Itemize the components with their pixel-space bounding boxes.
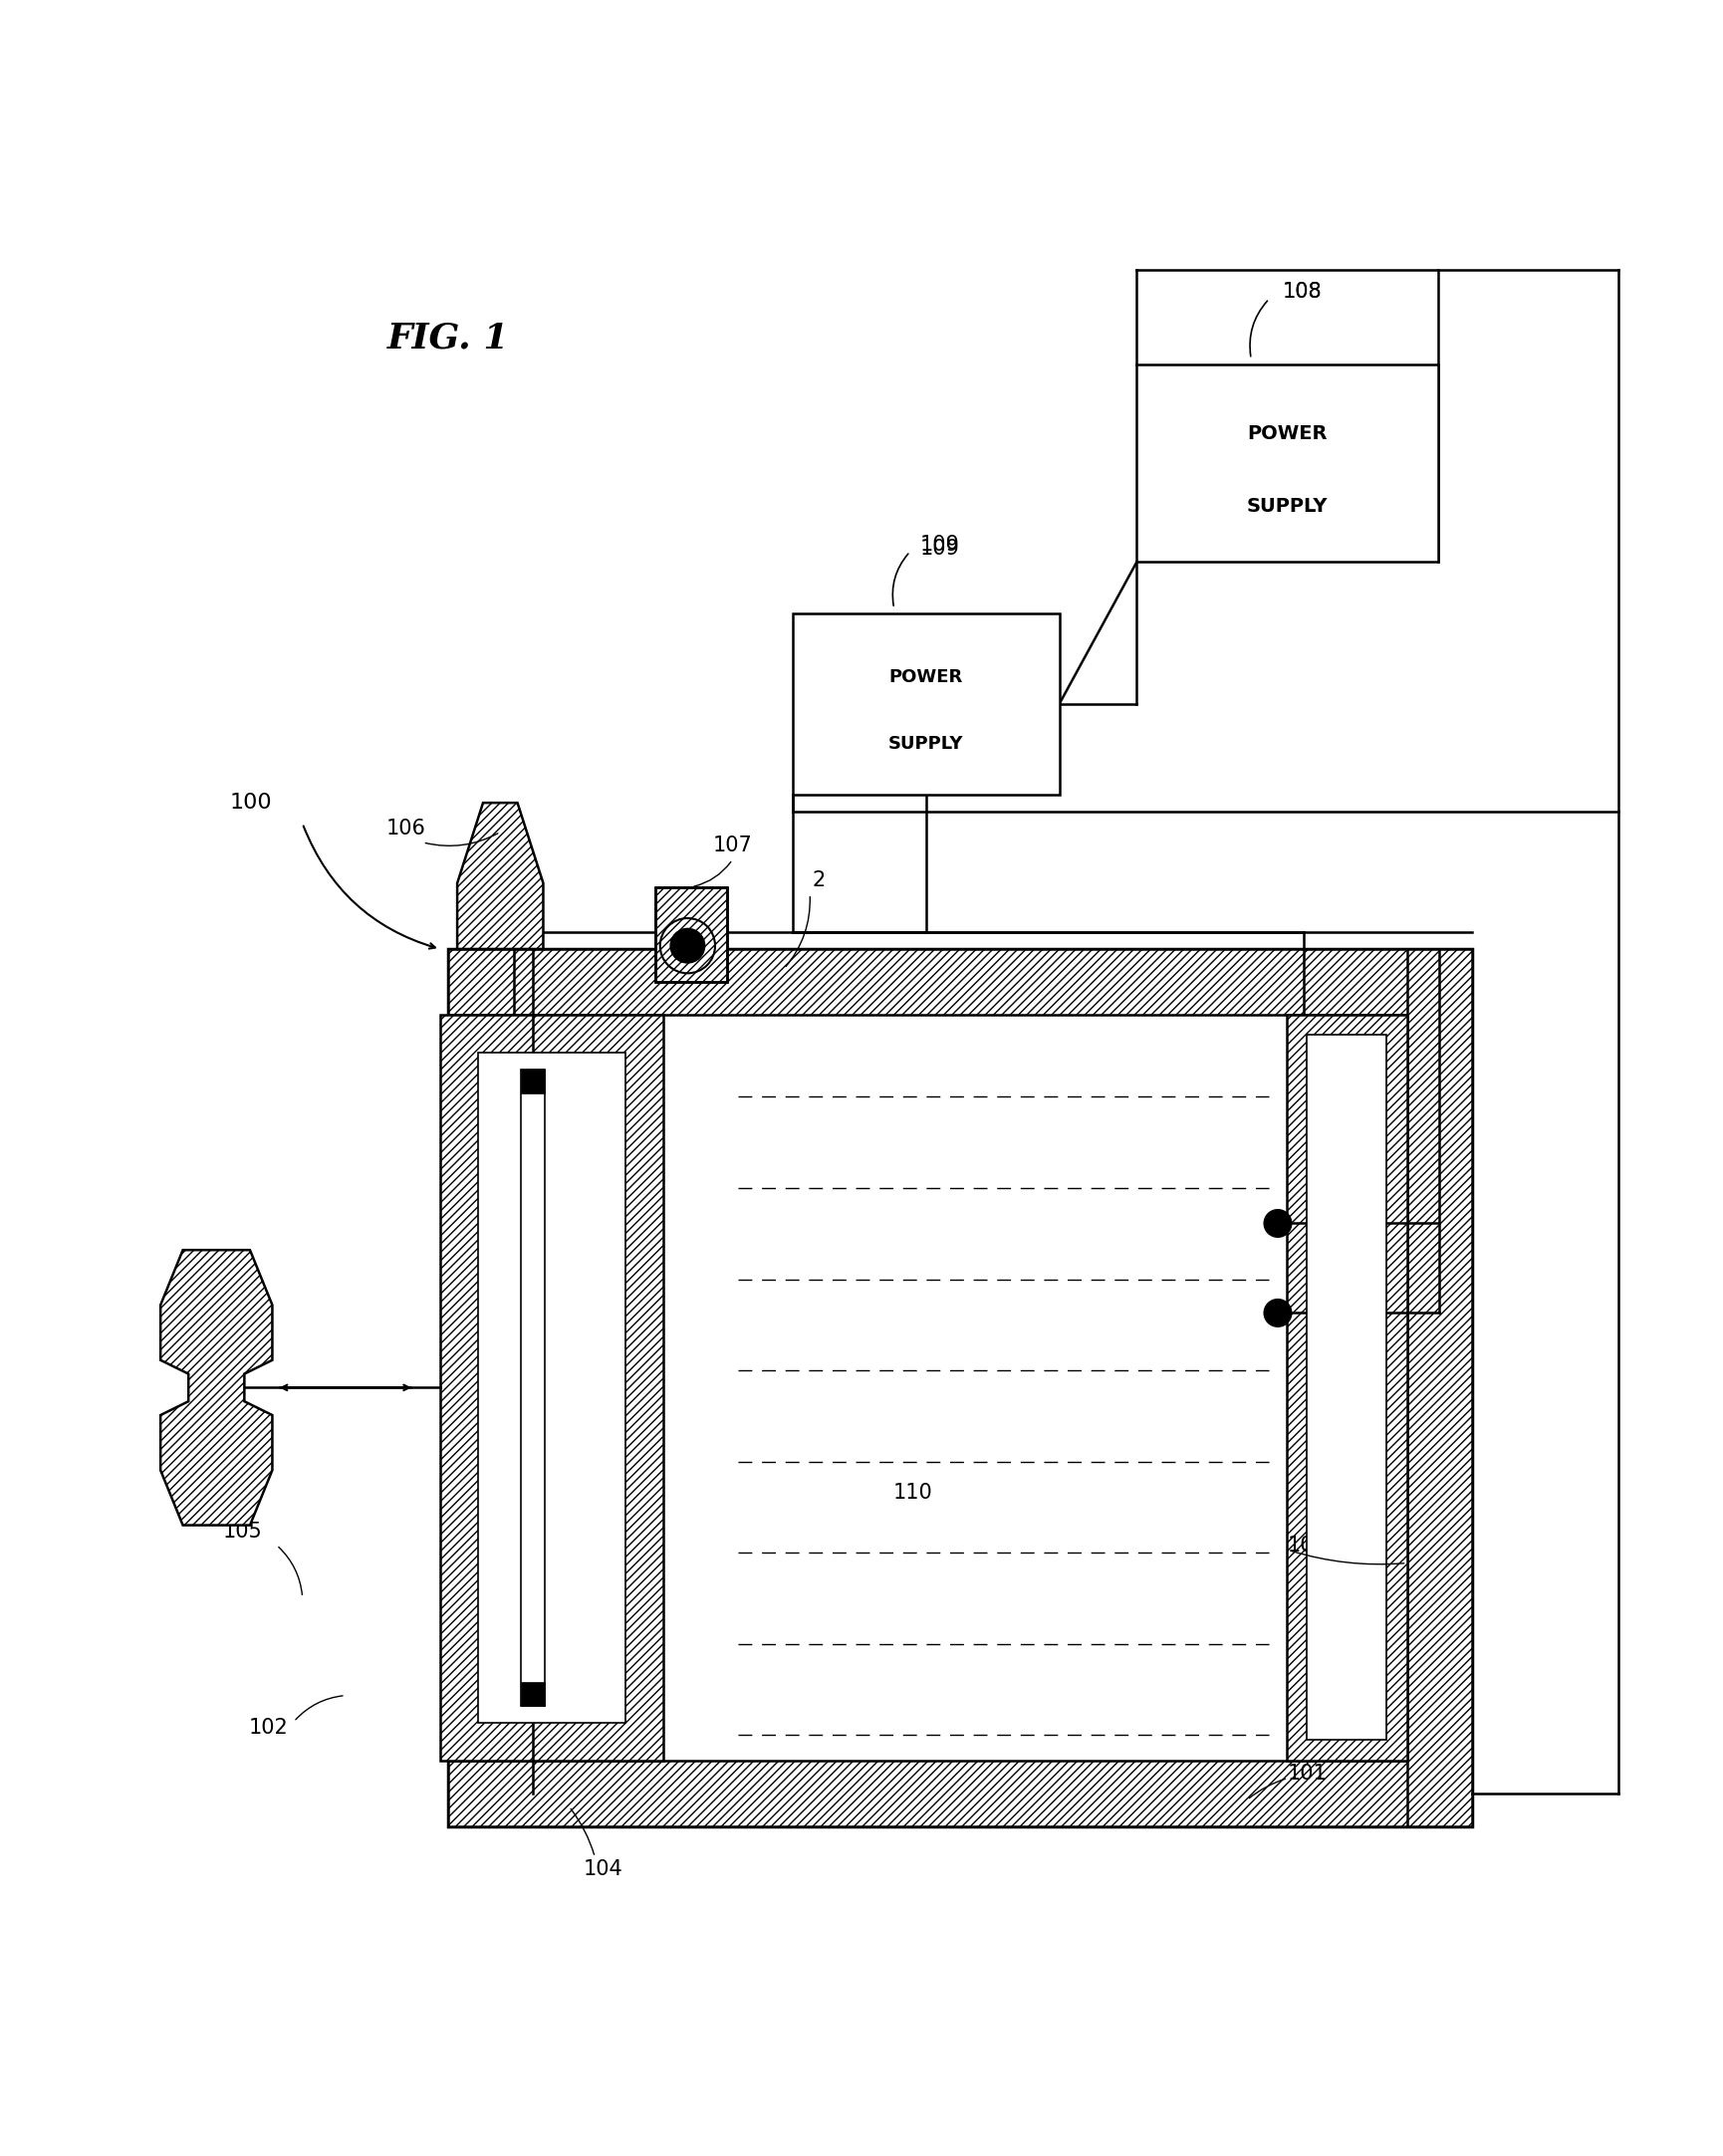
- Bar: [520, 1682, 544, 1705]
- Polygon shape: [160, 1250, 272, 1524]
- Bar: [448, 949, 1471, 1826]
- Text: 109: 109: [920, 539, 960, 558]
- Polygon shape: [457, 802, 543, 949]
- Bar: [520, 1069, 544, 1705]
- Bar: [448, 1761, 1471, 1826]
- Text: 104: 104: [584, 1858, 624, 1880]
- Bar: [477, 1052, 625, 1723]
- Bar: [439, 1013, 663, 1761]
- Bar: [655, 886, 727, 981]
- Bar: [1308, 1035, 1387, 1740]
- Bar: [655, 886, 727, 981]
- Text: 2: 2: [812, 871, 825, 890]
- Bar: [448, 949, 1471, 1013]
- Text: 108: 108: [1282, 282, 1322, 302]
- Text: 106: 106: [386, 819, 426, 839]
- Circle shape: [1265, 1210, 1292, 1238]
- Text: 108: 108: [1282, 282, 1322, 302]
- Bar: [1406, 949, 1471, 1826]
- Text: 101: 101: [1289, 1764, 1327, 1783]
- Bar: [520, 1069, 544, 1093]
- Bar: [1137, 364, 1437, 563]
- Text: 109: 109: [920, 535, 960, 554]
- Text: 107: 107: [713, 837, 753, 856]
- Circle shape: [670, 929, 705, 964]
- Bar: [448, 949, 513, 1013]
- Text: SUPPLY: SUPPLY: [889, 735, 963, 752]
- Bar: [793, 614, 1060, 793]
- Text: 103: 103: [1289, 1535, 1327, 1554]
- Text: POWER: POWER: [1247, 425, 1327, 442]
- Text: SUPPLY: SUPPLY: [1247, 498, 1328, 515]
- Circle shape: [1265, 1300, 1292, 1326]
- Text: 110: 110: [893, 1483, 932, 1503]
- Text: 105: 105: [222, 1522, 262, 1542]
- Text: POWER: POWER: [889, 668, 963, 686]
- Text: 102: 102: [248, 1718, 288, 1738]
- Text: 100: 100: [229, 793, 272, 813]
- Bar: [1287, 1013, 1406, 1761]
- Text: FIG. 1: FIG. 1: [388, 321, 510, 356]
